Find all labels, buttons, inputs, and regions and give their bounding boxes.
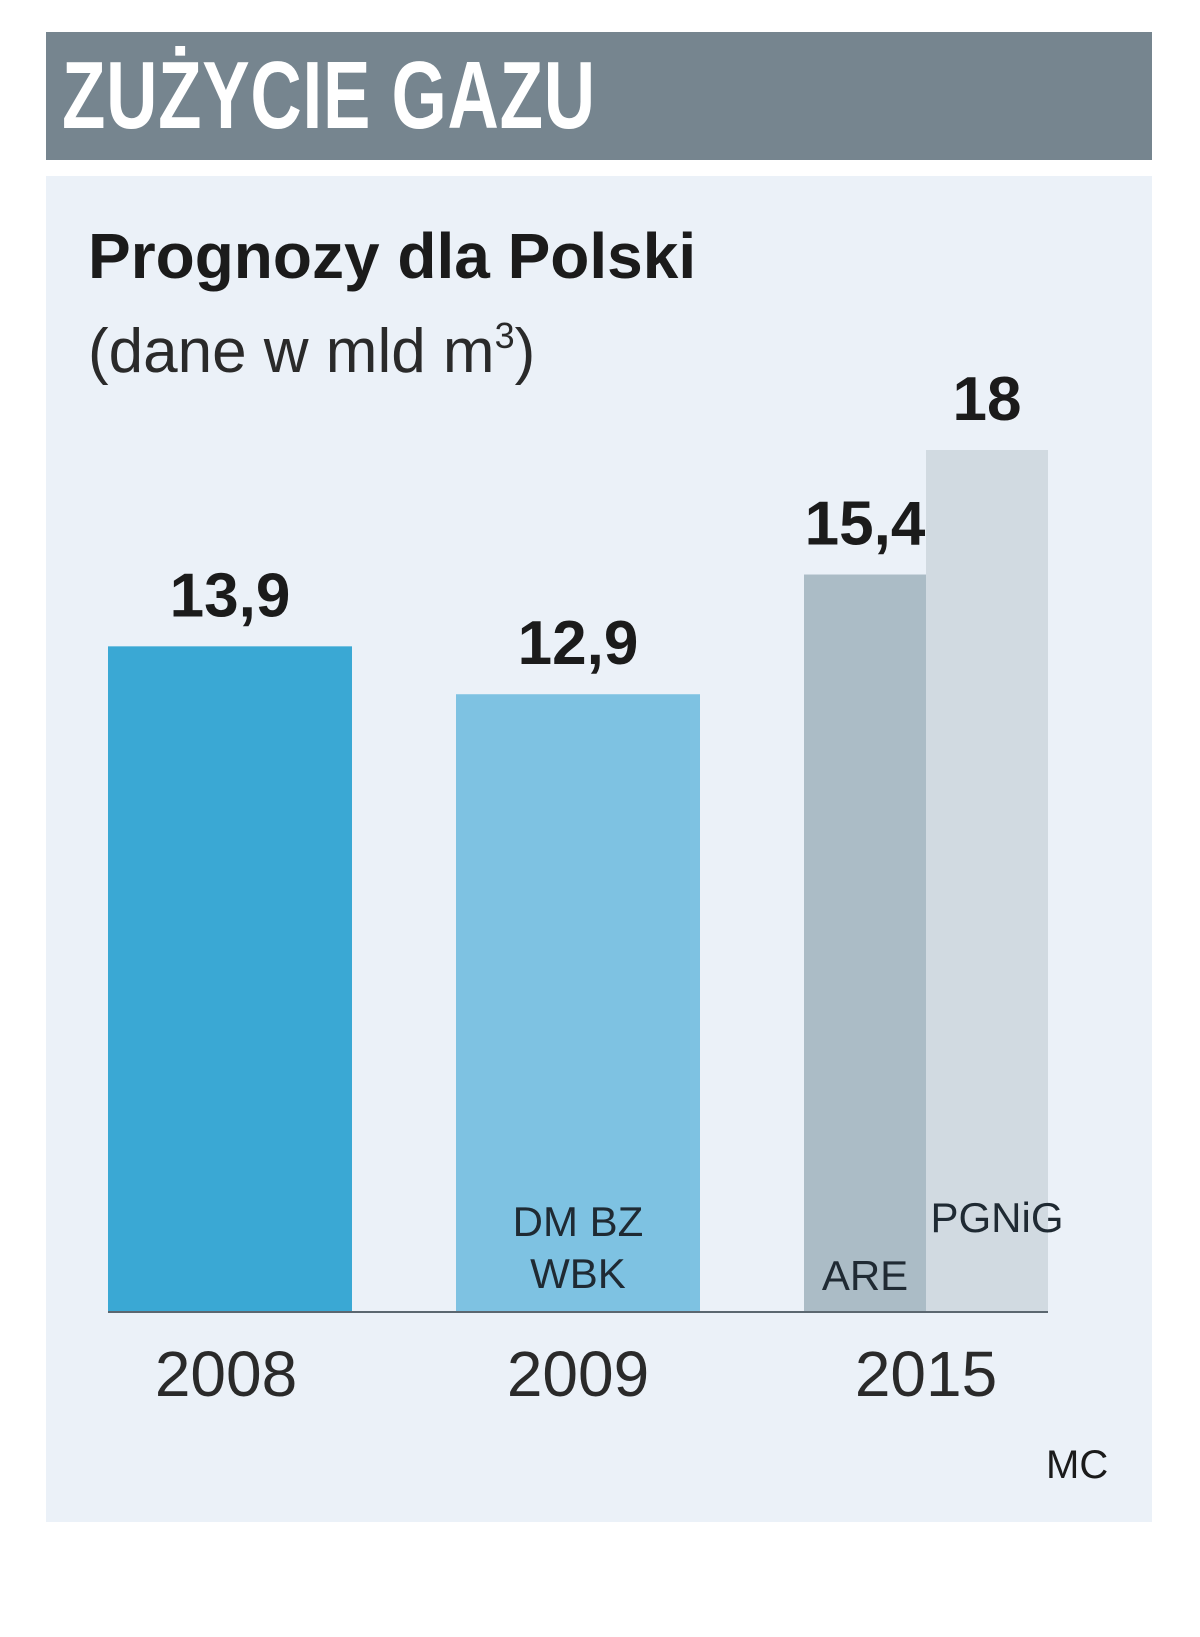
bar-2015-3 — [926, 450, 1048, 1312]
bar-source-label-1-0: DM BZ — [513, 1198, 644, 1245]
value-label-0: 13,9 — [170, 561, 291, 630]
bar-source-label-1-1: WBK — [530, 1250, 626, 1297]
bar-source-label-2-0: ARE — [822, 1252, 908, 1299]
unit-note-text: (dane w mld m — [88, 317, 495, 386]
bar-2009-1 — [456, 694, 700, 1312]
bar-source-label-3-0: PGNiG — [930, 1194, 1063, 1241]
chart-title: ZUŻYCIE GAZU — [62, 42, 596, 149]
unit-note-superscript: 3 — [494, 315, 515, 356]
bar-2008-0 — [108, 646, 352, 1312]
value-label-1: 12,9 — [518, 609, 639, 678]
x-tick-label-2008: 2008 — [155, 1338, 297, 1410]
source-label: MC — [1046, 1443, 1109, 1487]
unit-note: (dane w mld m3) — [88, 300, 535, 388]
x-tick-label-2015: 2015 — [855, 1338, 997, 1410]
value-label-2: 15,4 — [805, 490, 926, 559]
chart-subtitle: Prognozy dla Polski — [88, 220, 697, 292]
x-tick-label-2009: 2009 — [507, 1338, 649, 1410]
unit-note-close: ) — [514, 317, 536, 386]
header-bar: ZUŻYCIE GAZU — [46, 32, 1152, 160]
bar-2015-2 — [804, 574, 926, 1312]
value-label-3: 18 — [953, 365, 1022, 434]
